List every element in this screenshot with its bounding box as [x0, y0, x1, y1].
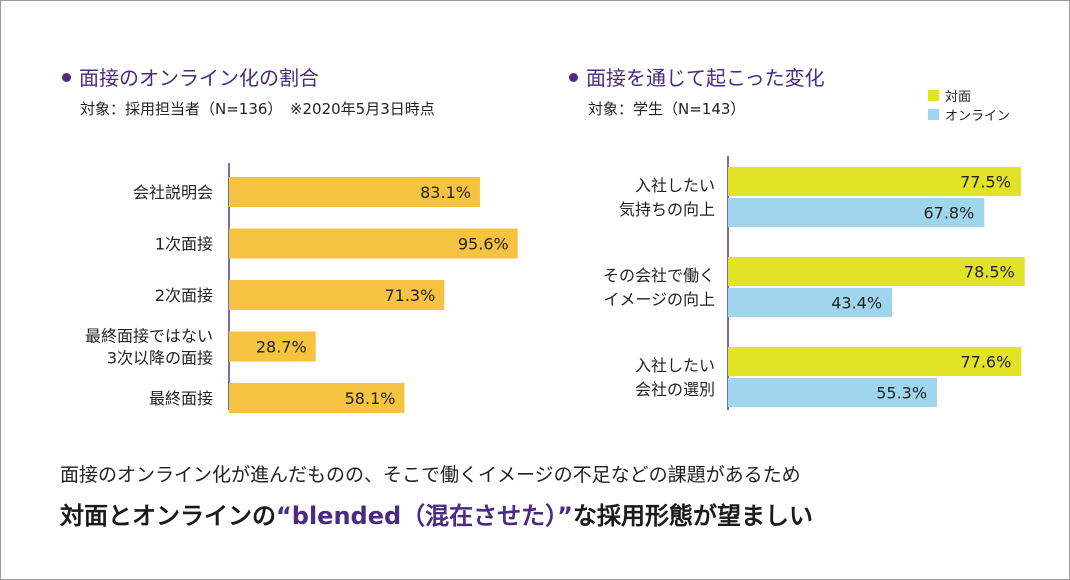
bar-value-label: 67.8%: [923, 204, 974, 223]
bullet-icon: [569, 73, 578, 82]
legend: 対面 オンライン: [928, 86, 1010, 124]
category-label: 会社の選別: [635, 380, 715, 399]
right-bar-chart: 77.5%67.8%入社したい気持ちの向上78.5%43.4%その会社で働くイメ…: [603, 156, 1025, 410]
category-label: 気持ちの向上: [619, 200, 715, 219]
caption-line-2-end: な採用形態が望ましい: [572, 502, 813, 530]
bar-value-label: 28.7%: [256, 338, 307, 357]
bar-value-label: 83.1%: [420, 183, 471, 202]
bar-value-label: 78.5%: [964, 263, 1015, 282]
bar: [229, 177, 480, 207]
bar: [728, 288, 893, 317]
category-label: 入社したい: [635, 356, 715, 375]
bullet-icon: [62, 73, 71, 82]
category-label: 最終面接ではない: [85, 327, 213, 346]
bar-value-label: 95.6%: [458, 235, 509, 254]
category-label: 1次面接: [155, 235, 213, 254]
bar: [728, 257, 1025, 286]
bar: [229, 331, 316, 362]
left-chart-subtitle: 対象：採用担当者（N=136） ※2020年5月3日時点: [80, 100, 435, 118]
left-chart-heading: 面接のオンライン化の割合: [62, 62, 319, 91]
legend-item-face: 対面: [928, 86, 1010, 105]
bar: [728, 347, 1022, 376]
bar: [229, 383, 405, 413]
bar-value-label: 43.4%: [831, 294, 882, 313]
bar: [728, 167, 1021, 196]
category-label: 2次面接: [155, 286, 213, 305]
left-bar-chart: 83.1% 会社説明会 95.6% 1次面接 71.3% 2次面接 28.7% 最終面接ではな…: [85, 163, 518, 413]
category-label: 3次以降の面接: [107, 349, 213, 368]
right-chart-subtitle: 対象：学生（N=143）: [588, 100, 746, 118]
caption-line-1: 面接のオンライン化が進んだものの、そこで働くイメージの不足などの課題があるため: [60, 464, 801, 486]
legend-item-online: オンライン: [928, 105, 1010, 124]
caption-line-2-start: 対面とオンラインの: [60, 502, 276, 530]
bar: [229, 280, 445, 310]
bar: [728, 198, 985, 227]
right-chart-heading: 面接を通じて起こった変化: [569, 62, 825, 91]
category-label: イメージの向上: [603, 290, 715, 309]
legend-label-online: オンライン: [945, 109, 1011, 124]
bar-value-label: 55.3%: [876, 384, 927, 403]
legend-swatch-online: [928, 109, 939, 120]
category-label: 入社したい: [635, 176, 715, 195]
bar-value-label: 77.6%: [960, 353, 1011, 372]
caption-line-2: 対面とオンラインの“blended（混在させた）”な採用形態が望ましい: [60, 496, 813, 531]
bar-value-label: 77.5%: [960, 173, 1011, 192]
left-chart-title: 面接のオンライン化の割合: [79, 66, 319, 90]
category-label: 最終面接: [149, 389, 213, 408]
bar: [728, 378, 938, 407]
right-chart-title: 面接を通じて起こった変化: [586, 66, 825, 90]
legend-swatch-face: [928, 90, 939, 101]
category-label: 会社説明会: [133, 183, 213, 202]
bar: [229, 228, 518, 259]
bar-value-label: 71.3%: [384, 286, 435, 305]
bar-value-label: 58.1%: [345, 389, 396, 408]
category-label: その会社で働く: [603, 266, 715, 285]
legend-label-face: 対面: [945, 90, 972, 105]
caption-line-2-emphasis: “blended（混在させた）”: [276, 502, 573, 530]
